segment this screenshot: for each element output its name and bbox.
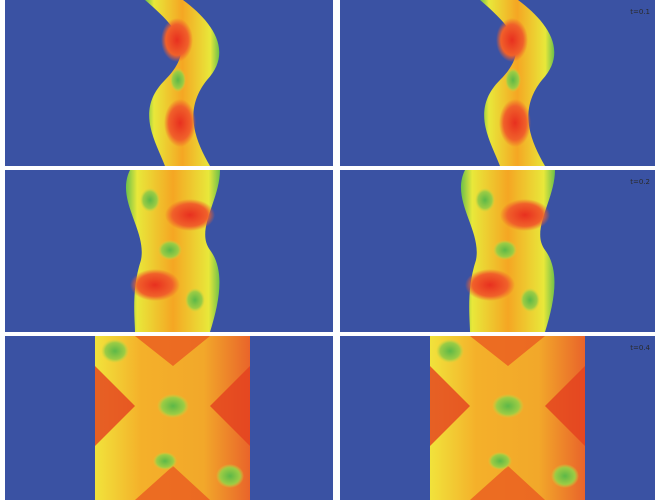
- panel: [5, 170, 333, 332]
- page: t=0.1 t=0.2 t=0.4 (() => { const data = …: [0, 0, 659, 500]
- time-label: t=0.4: [630, 344, 650, 352]
- panel: [340, 0, 659, 166]
- panel: [340, 170, 659, 332]
- time-label: t=0.2: [630, 178, 650, 186]
- time-label: t=0.1: [630, 8, 650, 16]
- divider: [655, 0, 659, 500]
- figure: t=0.1 t=0.2 t=0.4: [0, 0, 659, 500]
- panel: [340, 336, 659, 500]
- panel: [5, 336, 333, 500]
- divider: [333, 0, 340, 500]
- panel: [5, 0, 333, 166]
